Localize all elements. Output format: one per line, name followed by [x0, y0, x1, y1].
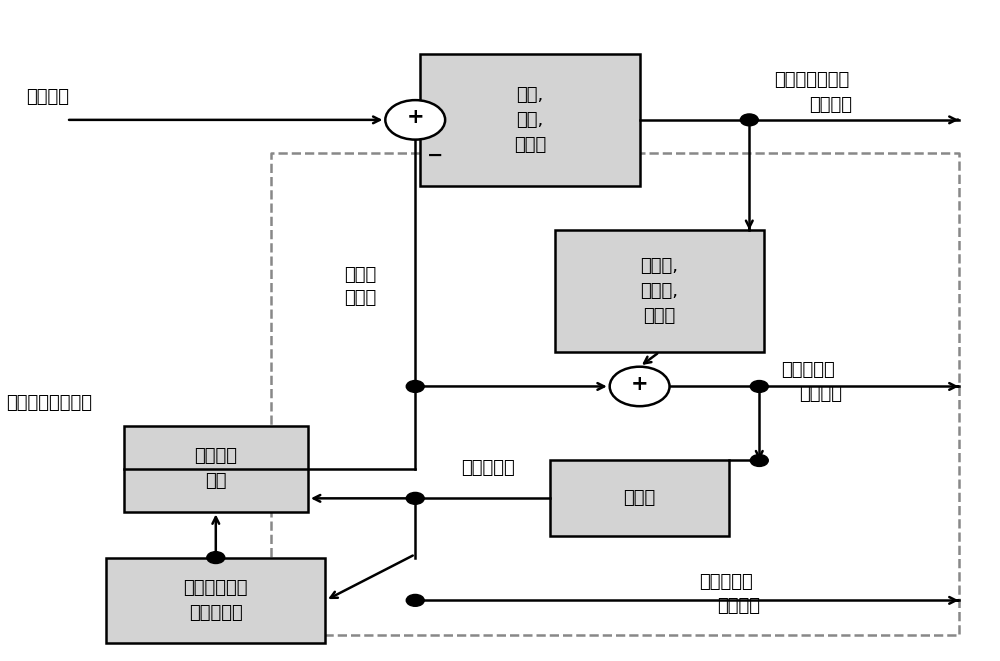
Circle shape	[406, 492, 424, 504]
FancyBboxPatch shape	[124, 426, 308, 512]
Text: 运动补偿
预测: 运动补偿 预测	[194, 447, 237, 490]
Circle shape	[610, 367, 670, 407]
Circle shape	[750, 381, 768, 393]
Text: +: +	[406, 107, 424, 127]
Text: （输出）: （输出）	[717, 597, 760, 615]
Text: 输入视频: 输入视频	[26, 88, 69, 106]
Circle shape	[406, 381, 424, 393]
Circle shape	[385, 100, 445, 139]
Text: （输出）: （输出）	[809, 96, 852, 114]
Text: 偿预测: 偿预测	[344, 289, 377, 307]
Text: +: +	[631, 374, 648, 394]
Circle shape	[740, 114, 758, 126]
FancyBboxPatch shape	[106, 558, 325, 643]
Text: 基于学习的运
动矢量生成: 基于学习的运 动矢量生成	[184, 579, 248, 622]
Text: 运动补: 运动补	[344, 266, 377, 284]
Text: 熵解码,
反量化,
反变换: 熵解码, 反量化, 反变换	[641, 257, 679, 325]
Text: 块模式信息: 块模式信息	[699, 573, 753, 591]
Circle shape	[750, 455, 768, 467]
FancyBboxPatch shape	[550, 461, 729, 536]
Circle shape	[406, 594, 424, 606]
Text: 帧内存: 帧内存	[623, 489, 656, 508]
Text: −: −	[427, 146, 444, 165]
Text: 虚线部分是解码器: 虚线部分是解码器	[6, 394, 92, 412]
Text: 重构参考帧: 重构参考帧	[461, 459, 515, 477]
FancyBboxPatch shape	[555, 230, 764, 352]
Text: 编码的残差信息: 编码的残差信息	[774, 71, 849, 89]
FancyBboxPatch shape	[420, 54, 640, 186]
Text: （显示）: （显示）	[799, 385, 842, 403]
Circle shape	[207, 552, 225, 564]
Text: 变换,
量化,
熵编码: 变换, 量化, 熵编码	[514, 86, 546, 154]
Text: 重建视频帧: 重建视频帧	[781, 361, 835, 379]
